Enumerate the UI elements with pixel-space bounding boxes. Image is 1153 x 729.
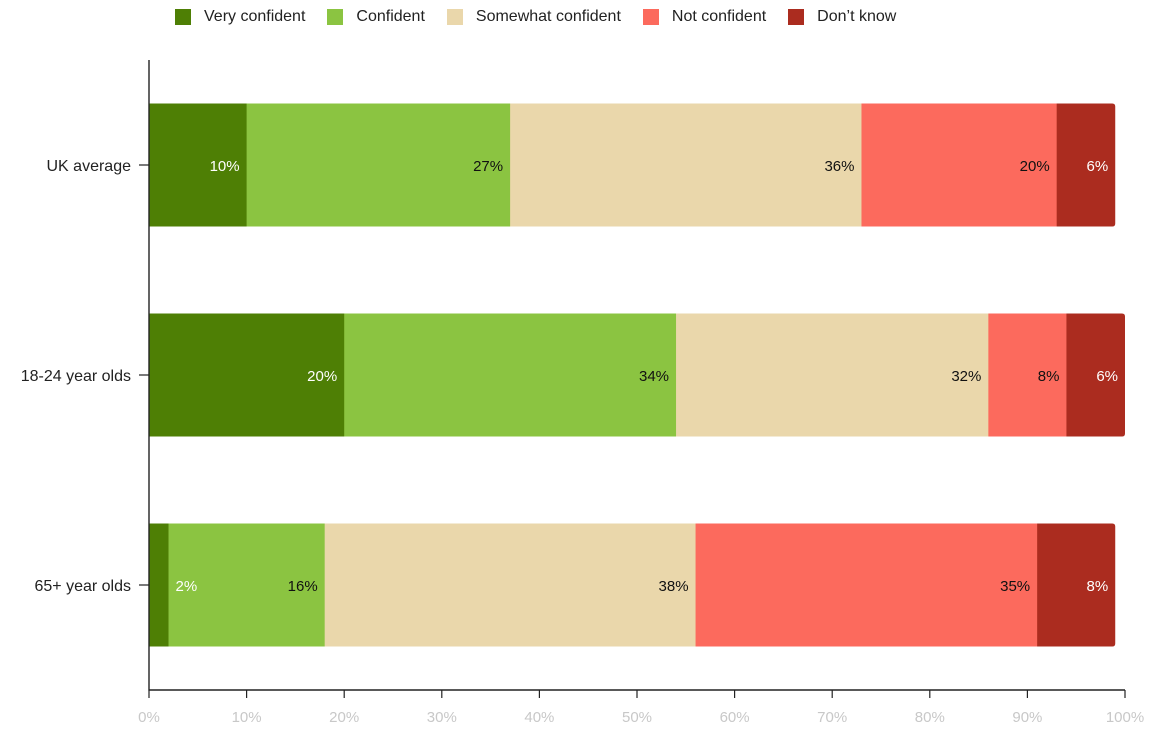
bar-65-year-olds-very-confident [149,523,170,647]
axes-layer: UK average 18-24 year olds 65+ year olds 0%… [21,60,1144,726]
bar-label-18-24-year-olds-don-t-know: 6% [1096,368,1118,385]
legend-label-very-confident: Very confident [204,8,306,25]
bar-label-65-year-olds-confident: 16% [288,578,318,595]
bar-labels-layer: 10% 27% 36% 20% 6% 20% 34% 32% 8% 6% 2% 16% 38% 35% 8% [176,158,1118,595]
x-tick-label-6: 60% [720,709,750,726]
legend-swatch-somewhat-confident [446,9,463,25]
x-tick-label-10: 100% [1106,709,1144,726]
bar-18-24-year-olds-confident [344,313,677,437]
legend-item-not-confident: Not confident [642,8,767,26]
bar-uk-average-confident [246,103,511,227]
legend-swatch-very-confident [175,9,191,25]
bar-65-year-olds-confident [168,523,326,647]
bar-label-18-24-year-olds-confident: 34% [639,368,669,385]
legend-label-not-confident: Not confident [671,8,767,25]
bars-layer [149,103,1125,647]
legend: Very confident Confident Somewhat confid… [175,8,918,26]
bar-label-uk-average-very-confident: 10% [210,158,240,175]
bar-65-year-olds-not-confident [695,523,1038,647]
y-tick-label-18-24-year-olds: 18-24 year olds [21,368,131,385]
bar-label-18-24-year-olds-very-confident: 20% [307,368,337,385]
x-tick-label-9: 90% [1012,709,1042,726]
legend-swatch-confident [327,9,344,25]
y-tick-label-uk-average: UK average [47,158,132,175]
legend-swatch-not-confident [642,9,659,25]
bar-uk-average-very-confident [149,103,248,227]
bar-label-65-year-olds-very-confident: 2% [176,578,198,595]
legend-label-dont-know: Don’t know [817,8,897,25]
bar-label-18-24-year-olds-somewhat-confident: 32% [951,368,981,385]
x-tick-label-3: 30% [427,709,457,726]
legend-item-very-confident: Very confident [175,8,305,26]
bar-uk-average-not-confident [861,103,1058,227]
bar-65-year-olds-somewhat-confident [324,523,697,647]
bar-18-24-year-olds-somewhat-confident [676,313,989,437]
bar-label-uk-average-confident: 27% [473,158,503,175]
bar-18-24-year-olds-don-t-know [1066,313,1125,437]
legend-label-somewhat-confident: Somewhat confident [475,8,621,25]
bar-label-65-year-olds-somewhat-confident: 38% [659,578,689,595]
bar-18-24-year-olds-not-confident [988,313,1067,437]
x-tick-label-5: 50% [622,709,652,726]
legend-item-somewhat-confident: Somewhat confident [446,8,621,26]
bar-label-uk-average-don-t-know: 6% [1087,158,1109,175]
legend-item-dont-know: Don’t know [788,8,896,26]
x-tick-label-7: 70% [817,709,847,726]
y-tick-label-65-year-olds: 65+ year olds [34,578,131,595]
bar-label-18-24-year-olds-not-confident: 8% [1038,368,1060,385]
bar-label-uk-average-not-confident: 20% [1020,158,1050,175]
legend-swatch-dont-know [788,9,805,25]
bar-uk-average-somewhat-confident [510,103,862,227]
bar-label-uk-average-somewhat-confident: 36% [824,158,854,175]
bar-label-65-year-olds-not-confident: 35% [1000,578,1030,595]
legend-item-confident: Confident [327,8,425,26]
bar-18-24-year-olds-very-confident [149,313,345,437]
legend-label-confident: Confident [356,8,425,25]
x-tick-label-1: 10% [232,709,262,726]
x-tick-label-8: 80% [915,709,945,726]
bar-label-65-year-olds-don-t-know: 8% [1087,578,1109,595]
bar-65-year-olds-don-t-know [1037,523,1116,647]
bar-uk-average-don-t-know [1056,103,1116,227]
x-tick-label-4: 40% [524,709,554,726]
x-tick-label-0: 0% [138,709,160,726]
x-tick-label-2: 20% [329,709,359,726]
